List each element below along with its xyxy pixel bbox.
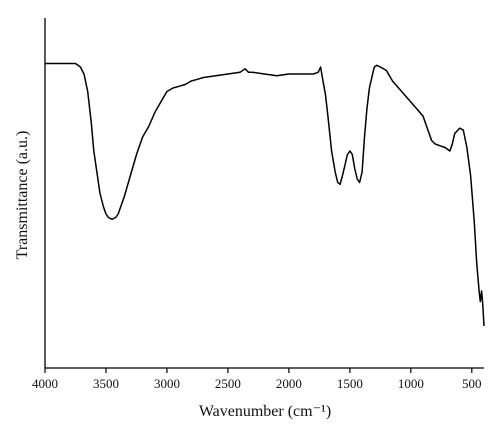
x-tick-label: 1500 [337,376,363,391]
x-axis-title: Wavenumber (cm⁻¹) [199,403,331,420]
x-tick-label: 3500 [93,376,119,391]
x-axis-ticks: 4000 3500 3000 2500 2000 1500 1000 500 [32,368,482,391]
series-layer [45,62,485,327]
x-tick-label: 2500 [215,376,241,391]
x-tick-label: 2000 [276,376,302,391]
x-tick-label: 500 [462,376,482,391]
plot-area [44,18,484,369]
y-axis-title: Transmittance (a.u.) [14,131,31,260]
x-tick-label: 1000 [398,376,424,391]
spectrum-line [45,62,485,327]
x-tick-label: 3000 [154,376,180,391]
x-tick-label: 4000 [32,376,58,391]
